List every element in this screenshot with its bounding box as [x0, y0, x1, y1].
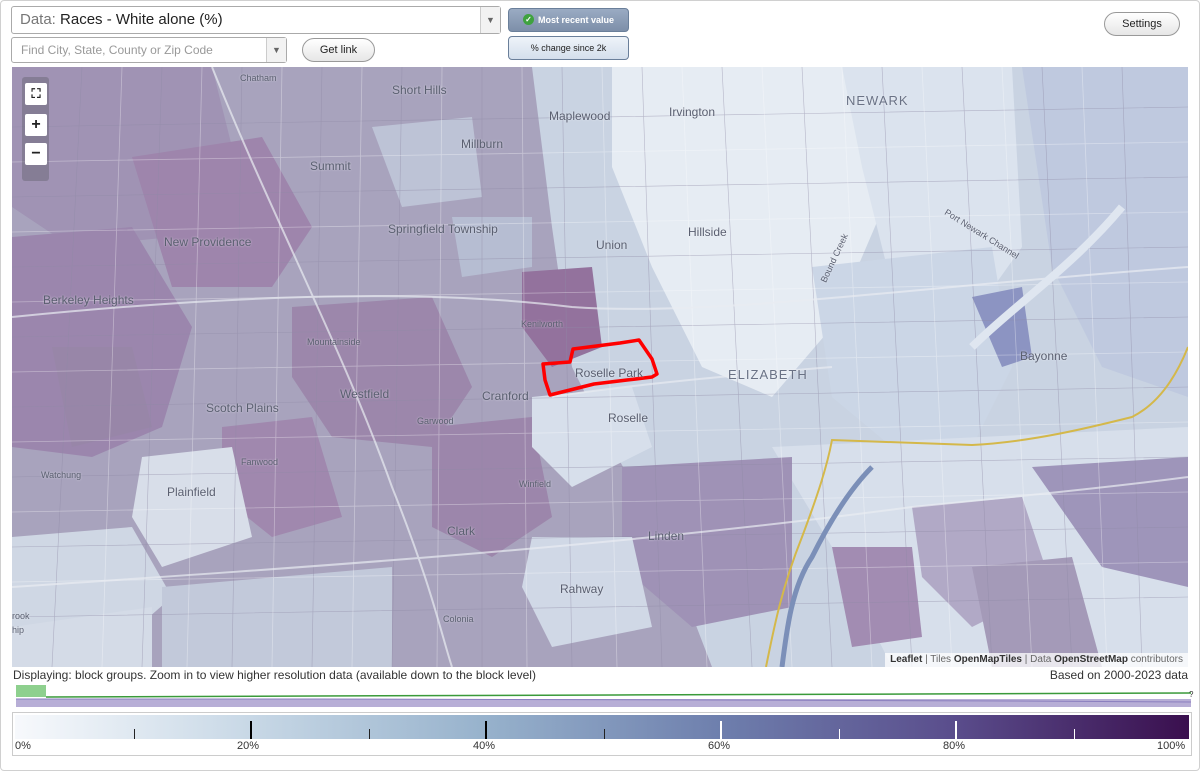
- legend-tick: [839, 729, 840, 739]
- label-roselle-park: Roselle Park: [575, 366, 644, 380]
- legend-gradient: [15, 715, 1189, 739]
- label-roselle: Roselle: [608, 411, 649, 425]
- pct-change-toggle[interactable]: % change since 2k: [508, 36, 629, 60]
- label-plainfield: Plainfield: [167, 485, 216, 499]
- legend-tick: [604, 729, 605, 739]
- histogram-help-icon[interactable]: ?: [1189, 690, 1194, 699]
- map-attribution: Leaflet | Tiles OpenMapTiles | Data Open…: [885, 653, 1188, 667]
- label-brook: rook: [12, 611, 30, 621]
- fullscreen-icon[interactable]: ⛶: [25, 83, 47, 105]
- legend-label-100: 100%: [1157, 740, 1186, 752]
- label-garwood: Garwood: [417, 416, 454, 426]
- label-chatham: Chatham: [240, 73, 277, 83]
- leaflet-link[interactable]: Leaflet: [890, 654, 923, 665]
- label-scotch-plains: Scotch Plains: [206, 401, 279, 415]
- label-millburn: Millburn: [461, 137, 504, 151]
- label-winfield: Winfield: [519, 479, 552, 489]
- data-years-note: Based on 2000-2023 data: [1049, 668, 1188, 682]
- label-bayonne: Bayonne: [1020, 349, 1068, 363]
- label-rahway: Rahway: [560, 582, 604, 596]
- label-colonia: Colonia: [443, 614, 474, 624]
- openstreetmap-link[interactable]: OpenStreetMap: [1054, 654, 1128, 665]
- label-maplewood: Maplewood: [549, 109, 611, 123]
- zoom-out-button[interactable]: −: [25, 143, 47, 165]
- legend-tick: [955, 721, 957, 739]
- legend-tick: [485, 721, 487, 739]
- label-new-providence: New Providence: [164, 235, 252, 249]
- label-hillside: Hillside: [688, 225, 727, 239]
- attribution-sep2: | Data: [1022, 654, 1055, 665]
- choropleth-map[interactable]: Chatham Short Hills Maplewood Irvington …: [12, 67, 1188, 667]
- label-union: Union: [596, 238, 628, 252]
- display-resolution-note: Displaying: block groups. Zoom in to vie…: [13, 668, 536, 682]
- label-irvington: Irvington: [669, 105, 716, 119]
- label-westfield: Westfield: [340, 387, 390, 401]
- location-search-input[interactable]: Find City, State, County or Zip Code ▼: [11, 37, 287, 63]
- label-elizabeth: ELIZABETH: [728, 367, 808, 382]
- checkmark-icon: ✓: [522, 14, 534, 25]
- zoom-in-button[interactable]: +: [25, 114, 47, 136]
- most-recent-label: Most recent value: [537, 15, 615, 25]
- settings-button[interactable]: Settings: [1104, 12, 1180, 36]
- zoom-controls: ⛶ + −: [22, 77, 49, 181]
- get-link-button[interactable]: Get link: [302, 38, 375, 62]
- openmaptiles-link[interactable]: OpenMapTiles: [953, 654, 1022, 665]
- map-tiles: [12, 67, 1188, 667]
- label-clark: Clark: [447, 524, 476, 538]
- color-legend: 0% 20% 40% 60% 80% 100%: [12, 712, 1192, 756]
- chevron-down-icon[interactable]: ▼: [480, 7, 500, 33]
- attribution-sep1: | Tiles: [922, 654, 954, 665]
- label-mountainside: Mountainside: [307, 337, 361, 347]
- legend-label-0: 0%: [15, 740, 31, 752]
- legend-label-20: 20%: [237, 740, 260, 752]
- legend-tick: [720, 721, 722, 739]
- attribution-contributors: contributors: [1127, 654, 1183, 665]
- data-select-prefix: Data:: [20, 11, 56, 28]
- search-placeholder: Find City, State, County or Zip Code: [21, 43, 213, 57]
- label-summit: Summit: [310, 159, 351, 173]
- label-cranford: Cranford: [482, 389, 529, 403]
- data-select[interactable]: Data: Races - White alone (%) ▼: [11, 6, 501, 34]
- chevron-down-icon[interactable]: ▼: [266, 38, 286, 62]
- label-linden: Linden: [648, 529, 685, 543]
- legend-label-40: 40%: [473, 740, 496, 752]
- data-select-value: Races - White alone (%): [60, 11, 223, 28]
- label-springfield: Springfield Township: [388, 222, 498, 236]
- selected-area-outline: [541, 338, 659, 397]
- legend-label-60: 60%: [708, 740, 731, 752]
- label-watchung: Watchung: [41, 470, 82, 480]
- legend-tick: [250, 721, 252, 739]
- legend-label-80: 80%: [943, 740, 966, 752]
- label-kenilworth: Kenilworth: [521, 319, 564, 329]
- legend-tick: [369, 729, 370, 739]
- label-fanwood: Fanwood: [241, 457, 279, 467]
- legend-tick: [1074, 729, 1075, 739]
- label-newark: NEWARK: [846, 93, 909, 108]
- label-berkeley-heights: Berkeley Heights: [43, 293, 134, 307]
- label-ship: hip: [12, 625, 25, 635]
- most-recent-value-toggle[interactable]: ✓ Most recent value: [508, 8, 629, 32]
- label-short-hills: Short Hills: [392, 83, 447, 97]
- value-histogram: [16, 685, 1191, 707]
- legend-tick: [134, 729, 135, 739]
